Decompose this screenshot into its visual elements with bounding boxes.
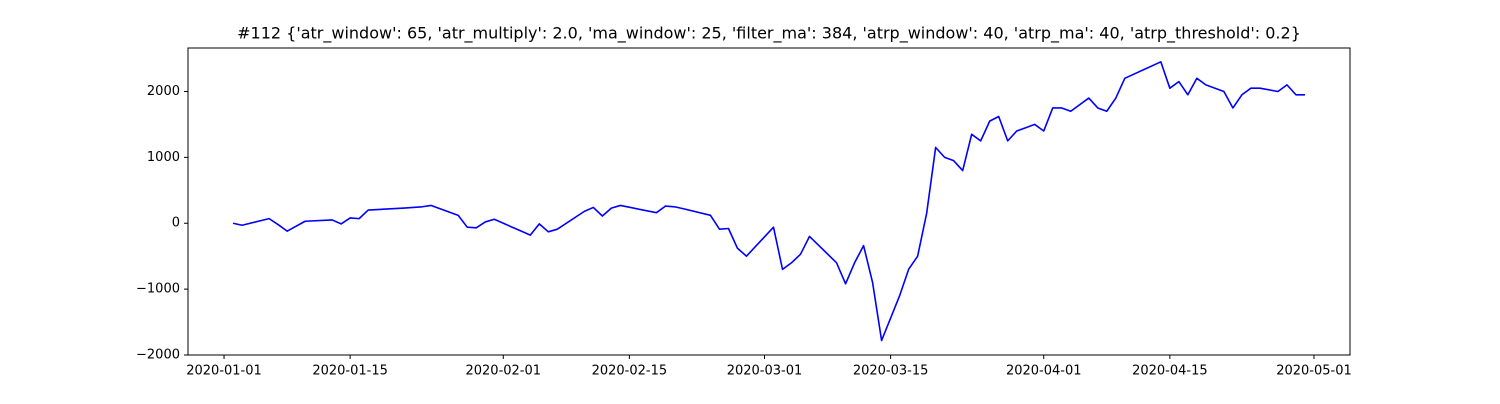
- line-series: [232, 61, 1305, 342]
- x-tick-label: 2020-01-01: [186, 364, 262, 379]
- x-tick-label: 2020-05-01: [1276, 364, 1352, 379]
- x-tick-label: 2020-04-01: [1006, 364, 1082, 379]
- x-tick-label: 2020-03-15: [853, 364, 929, 379]
- y-tick-label: −1000: [136, 282, 180, 297]
- y-tick-label: 1000: [147, 150, 180, 165]
- chart-title: #112 {'atr_window': 65, 'atr_multiply': …: [237, 24, 1301, 44]
- y-tick-label: 2000: [147, 84, 180, 99]
- x-tick-label: 2020-04-15: [1132, 364, 1208, 379]
- x-tick-label: 2020-01-15: [312, 364, 388, 379]
- y-tick-label: 0: [172, 216, 180, 231]
- x-tick-label: 2020-03-01: [727, 364, 803, 379]
- y-tick-label: −2000: [136, 348, 180, 363]
- x-tick-label: 2020-02-01: [465, 364, 541, 379]
- plot-frame: [187, 47, 1351, 356]
- x-tick-label: 2020-02-15: [592, 364, 668, 379]
